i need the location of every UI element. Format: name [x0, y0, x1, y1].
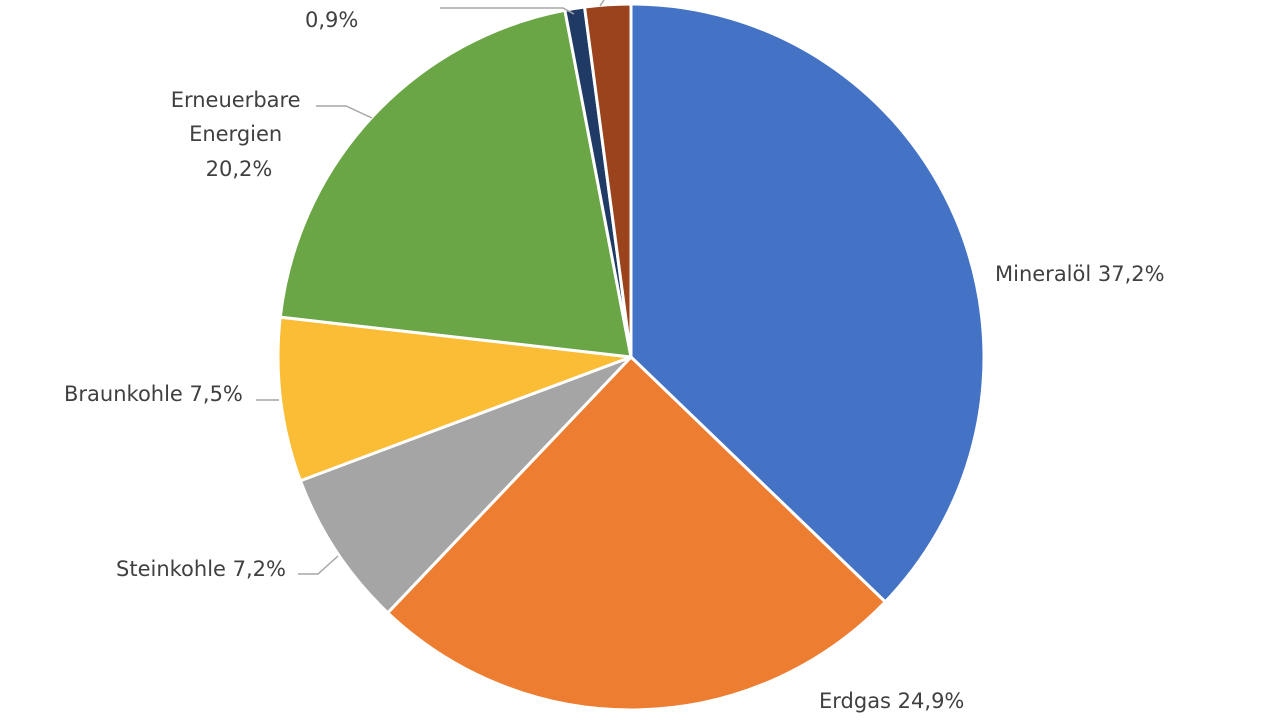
- data-label-mineraloel: Mineralöl 37,2%: [995, 262, 1165, 286]
- data-label-braunkohle: Braunkohle 7,5%: [64, 382, 243, 406]
- data-label-small-blue: 0,9%: [305, 8, 358, 32]
- leader-line-steinkohle: [298, 555, 339, 575]
- pie-slice-steinkohle: [298, 355, 633, 615]
- leader-lines: [256, 0, 605, 575]
- data-label-erneuerbare-line-2: Energien: [189, 122, 282, 146]
- data-label-erneuerbare-line-1: Erneuerbare: [171, 88, 301, 112]
- leader-line-small-blue: [440, 7, 575, 15]
- data-label-erneuerbare-line-3: 20,2%: [206, 157, 273, 181]
- pie-slices: [276, 2, 986, 712]
- pie-slice-braunkohle: [276, 315, 633, 483]
- pie-slice-small-brown: [583, 2, 633, 359]
- data-label-erdgas: Erdgas 24,9%: [819, 689, 964, 713]
- data-labels: Mineralöl 37,2% Erdgas 24,9% Steinkohle …: [64, 8, 1165, 713]
- pie-slice-erdgas: [386, 355, 887, 712]
- leader-line-small-brown: [599, 0, 605, 7]
- data-label-steinkohle: Steinkohle 7,2%: [116, 557, 286, 581]
- leader-line-erneuerbare: [316, 105, 373, 119]
- data-label-erneuerbare: Erneuerbare Energien 20,2%: [171, 88, 308, 181]
- pie-slice-mineraloel: [629, 2, 986, 604]
- pie-slice-erneuerbare: [278, 8, 633, 359]
